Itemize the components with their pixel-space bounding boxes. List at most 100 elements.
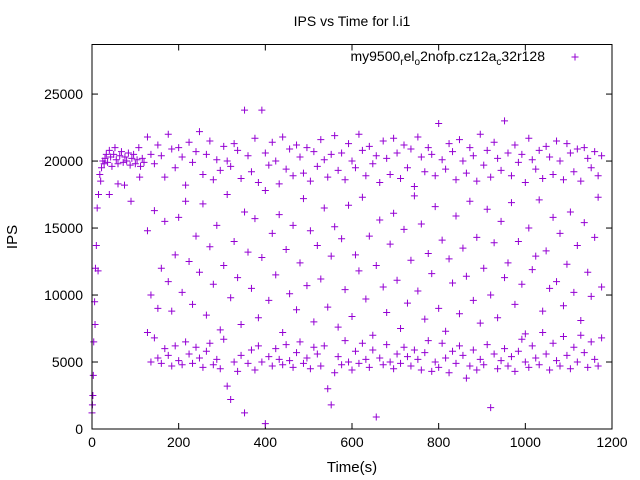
data-point bbox=[393, 350, 401, 358]
y-tick-label: 20000 bbox=[44, 153, 83, 169]
data-point bbox=[313, 241, 321, 249]
data-point bbox=[487, 173, 495, 181]
data-point bbox=[487, 291, 495, 299]
chart-title: IPS vs Time for l.i1 bbox=[294, 13, 411, 29]
data-point bbox=[223, 382, 231, 390]
data-point bbox=[268, 138, 276, 146]
data-point bbox=[535, 146, 543, 154]
data-point bbox=[369, 346, 377, 354]
data-point bbox=[365, 142, 373, 150]
data-point bbox=[445, 255, 453, 263]
data-point bbox=[279, 361, 287, 369]
data-point bbox=[362, 295, 370, 303]
data-point bbox=[223, 157, 231, 165]
data-point bbox=[539, 174, 547, 182]
data-point bbox=[580, 144, 588, 152]
data-point bbox=[327, 401, 335, 409]
data-point bbox=[539, 307, 547, 315]
data-point bbox=[241, 106, 249, 114]
data-point bbox=[317, 136, 325, 144]
data-point bbox=[320, 342, 328, 350]
data-point bbox=[573, 358, 581, 366]
data-point bbox=[168, 145, 176, 153]
data-point bbox=[244, 152, 252, 160]
data-point bbox=[117, 148, 125, 156]
data-point bbox=[514, 347, 522, 355]
data-point bbox=[379, 283, 387, 291]
data-point bbox=[161, 345, 169, 353]
data-point bbox=[338, 235, 346, 243]
data-point bbox=[379, 361, 387, 369]
data-point bbox=[528, 266, 536, 274]
data-point bbox=[390, 134, 398, 142]
data-point bbox=[234, 274, 242, 282]
y-tick-label: 10000 bbox=[44, 287, 83, 303]
data-point bbox=[473, 233, 481, 241]
data-point bbox=[497, 357, 505, 365]
data-point bbox=[199, 200, 207, 208]
data-point bbox=[175, 213, 183, 221]
data-point bbox=[487, 404, 495, 412]
data-point bbox=[421, 349, 429, 357]
data-point bbox=[150, 160, 158, 168]
data-point bbox=[161, 173, 169, 181]
data-point bbox=[306, 227, 314, 235]
legend-label-part: c bbox=[496, 57, 501, 68]
data-point bbox=[358, 339, 366, 347]
data-point bbox=[119, 158, 127, 166]
data-point bbox=[428, 150, 436, 158]
data-point bbox=[202, 311, 210, 319]
data-point bbox=[111, 144, 119, 152]
data-point bbox=[466, 197, 474, 205]
data-point bbox=[532, 165, 540, 173]
data-point bbox=[376, 354, 384, 362]
data-point bbox=[521, 358, 529, 366]
data-point bbox=[466, 144, 474, 152]
data-point bbox=[473, 177, 481, 185]
data-point bbox=[251, 215, 259, 223]
data-point bbox=[286, 357, 294, 365]
data-point bbox=[587, 338, 595, 346]
data-point bbox=[570, 168, 578, 176]
data-point bbox=[178, 288, 186, 296]
data-point bbox=[168, 307, 176, 315]
data-point bbox=[372, 262, 380, 270]
data-point bbox=[362, 355, 370, 363]
data-point bbox=[105, 146, 113, 154]
data-point bbox=[150, 207, 158, 215]
data-point bbox=[507, 172, 515, 180]
data-point bbox=[282, 341, 290, 349]
data-point bbox=[150, 334, 158, 342]
data-point bbox=[331, 369, 339, 377]
data-point bbox=[182, 197, 190, 205]
data-point bbox=[98, 164, 106, 172]
data-point bbox=[296, 153, 304, 161]
data-point bbox=[272, 271, 280, 279]
data-point bbox=[112, 156, 120, 164]
data-point bbox=[584, 268, 592, 276]
data-point bbox=[324, 173, 332, 181]
data-point bbox=[483, 341, 491, 349]
data-point bbox=[476, 130, 484, 138]
data-point bbox=[324, 385, 332, 393]
data-point bbox=[213, 156, 221, 164]
data-point bbox=[189, 300, 197, 308]
data-point bbox=[164, 351, 172, 359]
data-point bbox=[185, 258, 193, 266]
data-point bbox=[258, 254, 266, 262]
data-point bbox=[171, 251, 179, 259]
data-point bbox=[518, 335, 526, 343]
data-point bbox=[124, 149, 132, 157]
data-point bbox=[573, 241, 581, 249]
data-point bbox=[105, 191, 113, 199]
data-point bbox=[341, 337, 349, 345]
data-point bbox=[133, 156, 141, 164]
data-point bbox=[299, 169, 307, 177]
data-point bbox=[102, 150, 110, 158]
data-point bbox=[138, 154, 146, 162]
data-point bbox=[410, 192, 418, 200]
data-point bbox=[237, 351, 245, 359]
data-point bbox=[559, 302, 567, 310]
data-point bbox=[254, 178, 262, 186]
data-point bbox=[171, 164, 179, 172]
